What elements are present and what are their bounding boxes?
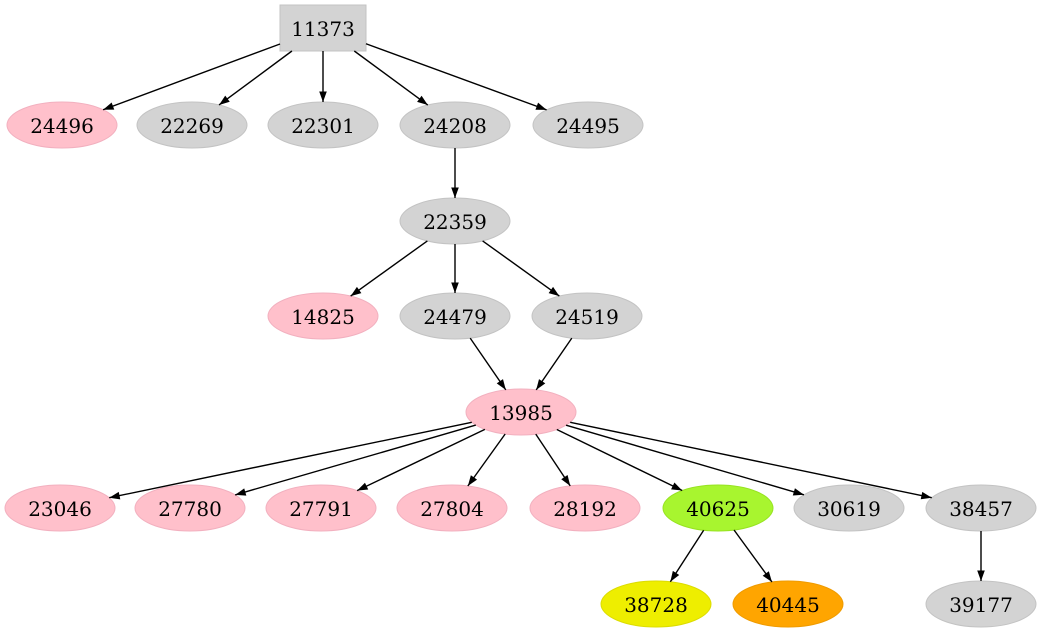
node-label: 27804 xyxy=(420,497,484,521)
node-shape-box xyxy=(279,4,367,52)
graph-node-22269: 22269 xyxy=(136,101,248,149)
graph-node-13985: 13985 xyxy=(465,388,577,436)
graph-node-40625: 40625 xyxy=(662,484,774,532)
node-label: 30619 xyxy=(817,497,881,521)
edge-22359-to-14825 xyxy=(350,240,428,297)
edge-11373-to-24495 xyxy=(365,43,547,111)
graph-node-40445: 40445 xyxy=(732,580,844,628)
node-label: 23046 xyxy=(28,497,92,521)
node-shape-ellipse xyxy=(600,580,712,628)
edge-13985-to-27780 xyxy=(234,424,477,496)
node-shape-ellipse xyxy=(265,484,377,532)
node-shape-ellipse xyxy=(793,484,905,532)
edges-layer xyxy=(102,43,985,583)
graph-node-38457: 38457 xyxy=(925,484,1037,532)
node-shape-ellipse xyxy=(4,484,116,532)
graph-node-14825: 14825 xyxy=(267,292,379,340)
edge-40625-to-38728 xyxy=(669,529,705,583)
node-label: 38457 xyxy=(949,497,1013,521)
graph-node-24208: 24208 xyxy=(399,101,511,149)
graph-node-23046: 23046 xyxy=(4,484,116,532)
edge-24519-to-13985 xyxy=(535,337,573,391)
graph-node-22359: 22359 xyxy=(399,197,511,245)
edge-11373-to-22269 xyxy=(218,50,293,106)
edge-24479-to-13985 xyxy=(469,337,507,391)
graph-node-39177: 39177 xyxy=(925,580,1037,628)
edge-13985-to-27804 xyxy=(467,433,506,487)
node-shape-ellipse xyxy=(267,292,379,340)
edge-13985-to-28192 xyxy=(535,433,571,487)
graph-node-24519: 24519 xyxy=(531,292,643,340)
edge-11373-to-24496 xyxy=(102,43,281,111)
edge-13985-to-23046 xyxy=(109,421,472,500)
node-shape-ellipse xyxy=(136,101,248,149)
node-label: 27780 xyxy=(158,497,222,521)
node-shape-ellipse xyxy=(396,484,508,532)
node-label: 24208 xyxy=(423,114,487,138)
node-label: 11373 xyxy=(291,17,355,41)
node-label: 24495 xyxy=(556,114,620,138)
graph-node-38728: 38728 xyxy=(600,580,712,628)
edge-22359-to-24519 xyxy=(482,240,560,297)
graph-node-24495: 24495 xyxy=(532,101,644,149)
node-label: 27791 xyxy=(289,497,353,521)
graph-node-28192: 28192 xyxy=(529,484,641,532)
graph-node-27780: 27780 xyxy=(134,484,246,532)
node-label: 28192 xyxy=(553,497,617,521)
edge-13985-to-27791 xyxy=(356,428,486,492)
node-label: 22269 xyxy=(160,114,224,138)
node-shape-ellipse xyxy=(465,388,577,436)
node-label: 24519 xyxy=(555,305,619,329)
edge-13985-to-30619 xyxy=(565,424,805,496)
node-label: 14825 xyxy=(291,305,355,329)
node-label: 40625 xyxy=(686,497,750,521)
node-label: 39177 xyxy=(949,593,1013,617)
edge-11373-to-24208 xyxy=(353,50,429,106)
node-label: 40445 xyxy=(756,593,820,617)
node-label: 38728 xyxy=(624,593,688,617)
node-shape-ellipse xyxy=(6,101,118,149)
graph-node-27791: 27791 xyxy=(265,484,377,532)
graph-node-22301: 22301 xyxy=(267,101,379,149)
node-label: 24496 xyxy=(30,114,94,138)
nodes-layer: 11373 24496 22269 22301 24208 24495 22359 14825… xyxy=(4,4,1037,628)
node-shape-ellipse xyxy=(532,101,644,149)
graph-node-27804: 27804 xyxy=(396,484,508,532)
node-label: 22301 xyxy=(291,114,355,138)
edge-13985-to-40625 xyxy=(556,428,683,492)
edge-13985-to-38457 xyxy=(570,421,932,500)
node-label: 13985 xyxy=(489,401,553,425)
node-label: 22359 xyxy=(423,210,487,234)
node-shape-ellipse xyxy=(531,292,643,340)
graph-node-24479: 24479 xyxy=(399,292,511,340)
node-label: 24479 xyxy=(423,305,487,329)
edge-40625-to-40445 xyxy=(733,529,773,583)
node-shape-ellipse xyxy=(134,484,246,532)
node-shape-ellipse xyxy=(662,484,774,532)
graph-node-30619: 30619 xyxy=(793,484,905,532)
node-shape-ellipse xyxy=(529,484,641,532)
node-shape-ellipse xyxy=(732,580,844,628)
graph-node-24496: 24496 xyxy=(6,101,118,149)
graph-node-11373: 11373 xyxy=(279,4,367,52)
